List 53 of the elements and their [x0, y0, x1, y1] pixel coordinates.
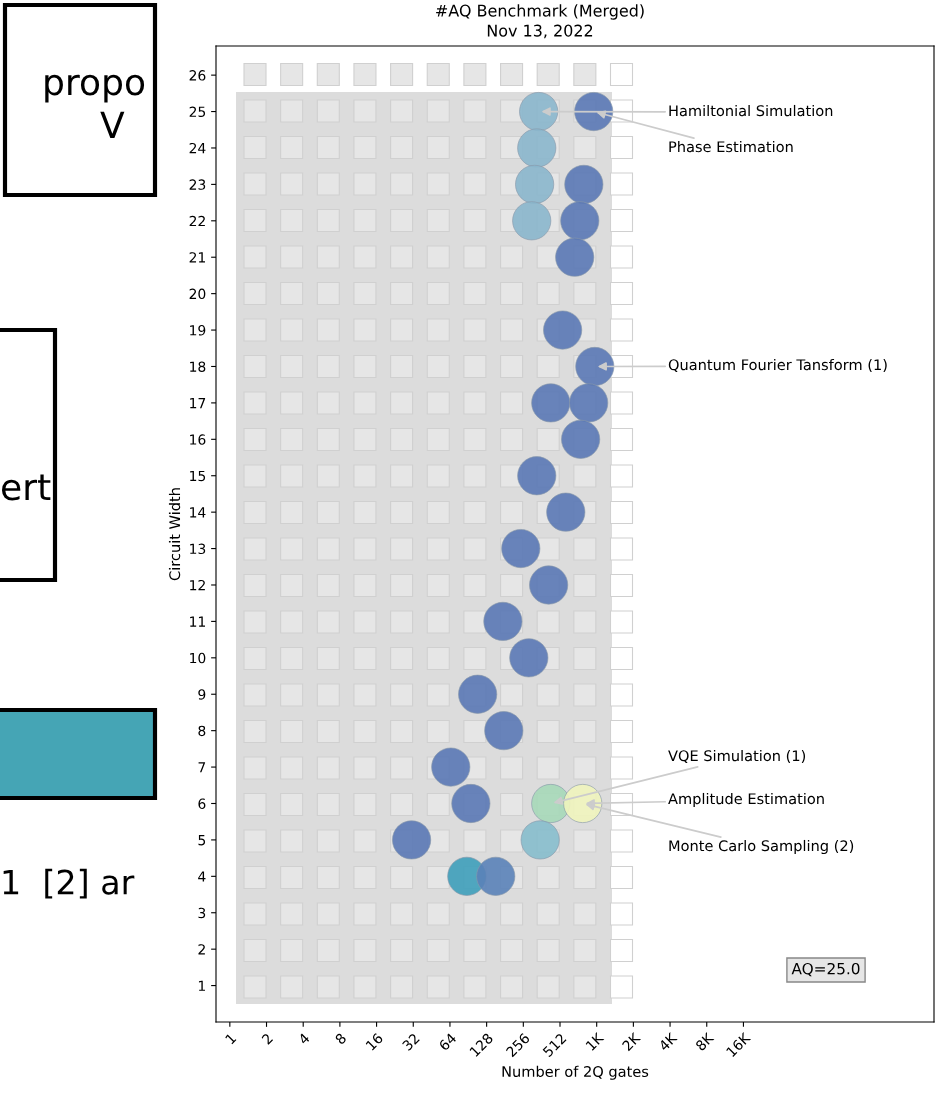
y-axis-title: Circuit Width — [168, 488, 181, 581]
annotation: Hamiltonial Simulation — [669, 104, 833, 117]
x-tick-label: 8K — [694, 1031, 715, 1052]
y-tick-label: 3 — [198, 907, 206, 919]
annotation: Amplitude Estimation — [668, 792, 824, 808]
y-tick-label: 2 — [198, 944, 205, 955]
y-tick-label: 19 — [190, 325, 206, 336]
y-tick-label: 12 — [190, 579, 205, 591]
x-tick-label: 4 — [297, 1032, 311, 1045]
x-tick-label: 64 — [438, 1032, 457, 1052]
x-tick-label: 32 — [401, 1032, 420, 1052]
y-tick-label: 10 — [190, 652, 206, 664]
chart-title: #AQ Benchmark (Merged) — [436, 4, 644, 20]
y-tick-label: 20 — [189, 288, 206, 300]
x-tick-label: 4K — [658, 1031, 678, 1052]
y-tick-label: 22 — [189, 215, 205, 227]
annotation: Quantum Fourier Tansform (1) — [668, 358, 887, 372]
y-tick-label: 15 — [190, 470, 206, 482]
y-tick-label: 13 — [190, 543, 206, 555]
y-tick-label: 1 — [198, 980, 205, 991]
y-tick-label: 4 — [198, 871, 206, 882]
y-tick-label: 16 — [190, 434, 206, 445]
y-tick-label: 6 — [198, 798, 206, 809]
text: V — [100, 111, 125, 138]
text: ert — [1, 474, 51, 501]
chart-subtitle: Nov 13, 2022 — [487, 24, 593, 39]
x-axis-title: Number of 2Q gates — [502, 1065, 649, 1080]
x-tick-label: 16 — [365, 1032, 384, 1051]
y-tick-label: 18 — [190, 361, 206, 372]
annotation: Phase Estimation — [669, 140, 793, 153]
annotation: Monte Carlo Sampling (2) — [669, 839, 854, 855]
text: 1 [2] ar — [3, 868, 135, 899]
x-tick-label: 2K — [621, 1031, 642, 1052]
y-tick-label: 5 — [198, 835, 206, 846]
text: propo — [45, 74, 145, 103]
y-tick-label: 23 — [189, 179, 206, 190]
y-tick-label: 24 — [189, 142, 206, 154]
y-tick-label: 14 — [190, 507, 206, 518]
y-tick-label: 21 — [189, 252, 205, 263]
x-tick-label: 1K — [585, 1031, 605, 1051]
y-tick-label: 11 — [190, 616, 205, 627]
y-tick-label: 7 — [198, 762, 206, 773]
y-tick-label: 8 — [198, 725, 206, 737]
x-tick-label: 512 — [542, 1032, 567, 1058]
y-tick-label: 26 — [189, 70, 206, 81]
y-tick-label: 25 — [189, 106, 206, 118]
y-tick-label: 17 — [190, 398, 206, 409]
x-tick-label: 8 — [334, 1032, 347, 1045]
annotation: VQE Simulation (1) — [668, 749, 806, 763]
x-tick-label: 2 — [261, 1032, 273, 1045]
annotation: AQ=25.0 — [791, 962, 860, 977]
y-tick-label: 9 — [198, 689, 206, 700]
x-tick-label: 1 — [224, 1032, 237, 1045]
